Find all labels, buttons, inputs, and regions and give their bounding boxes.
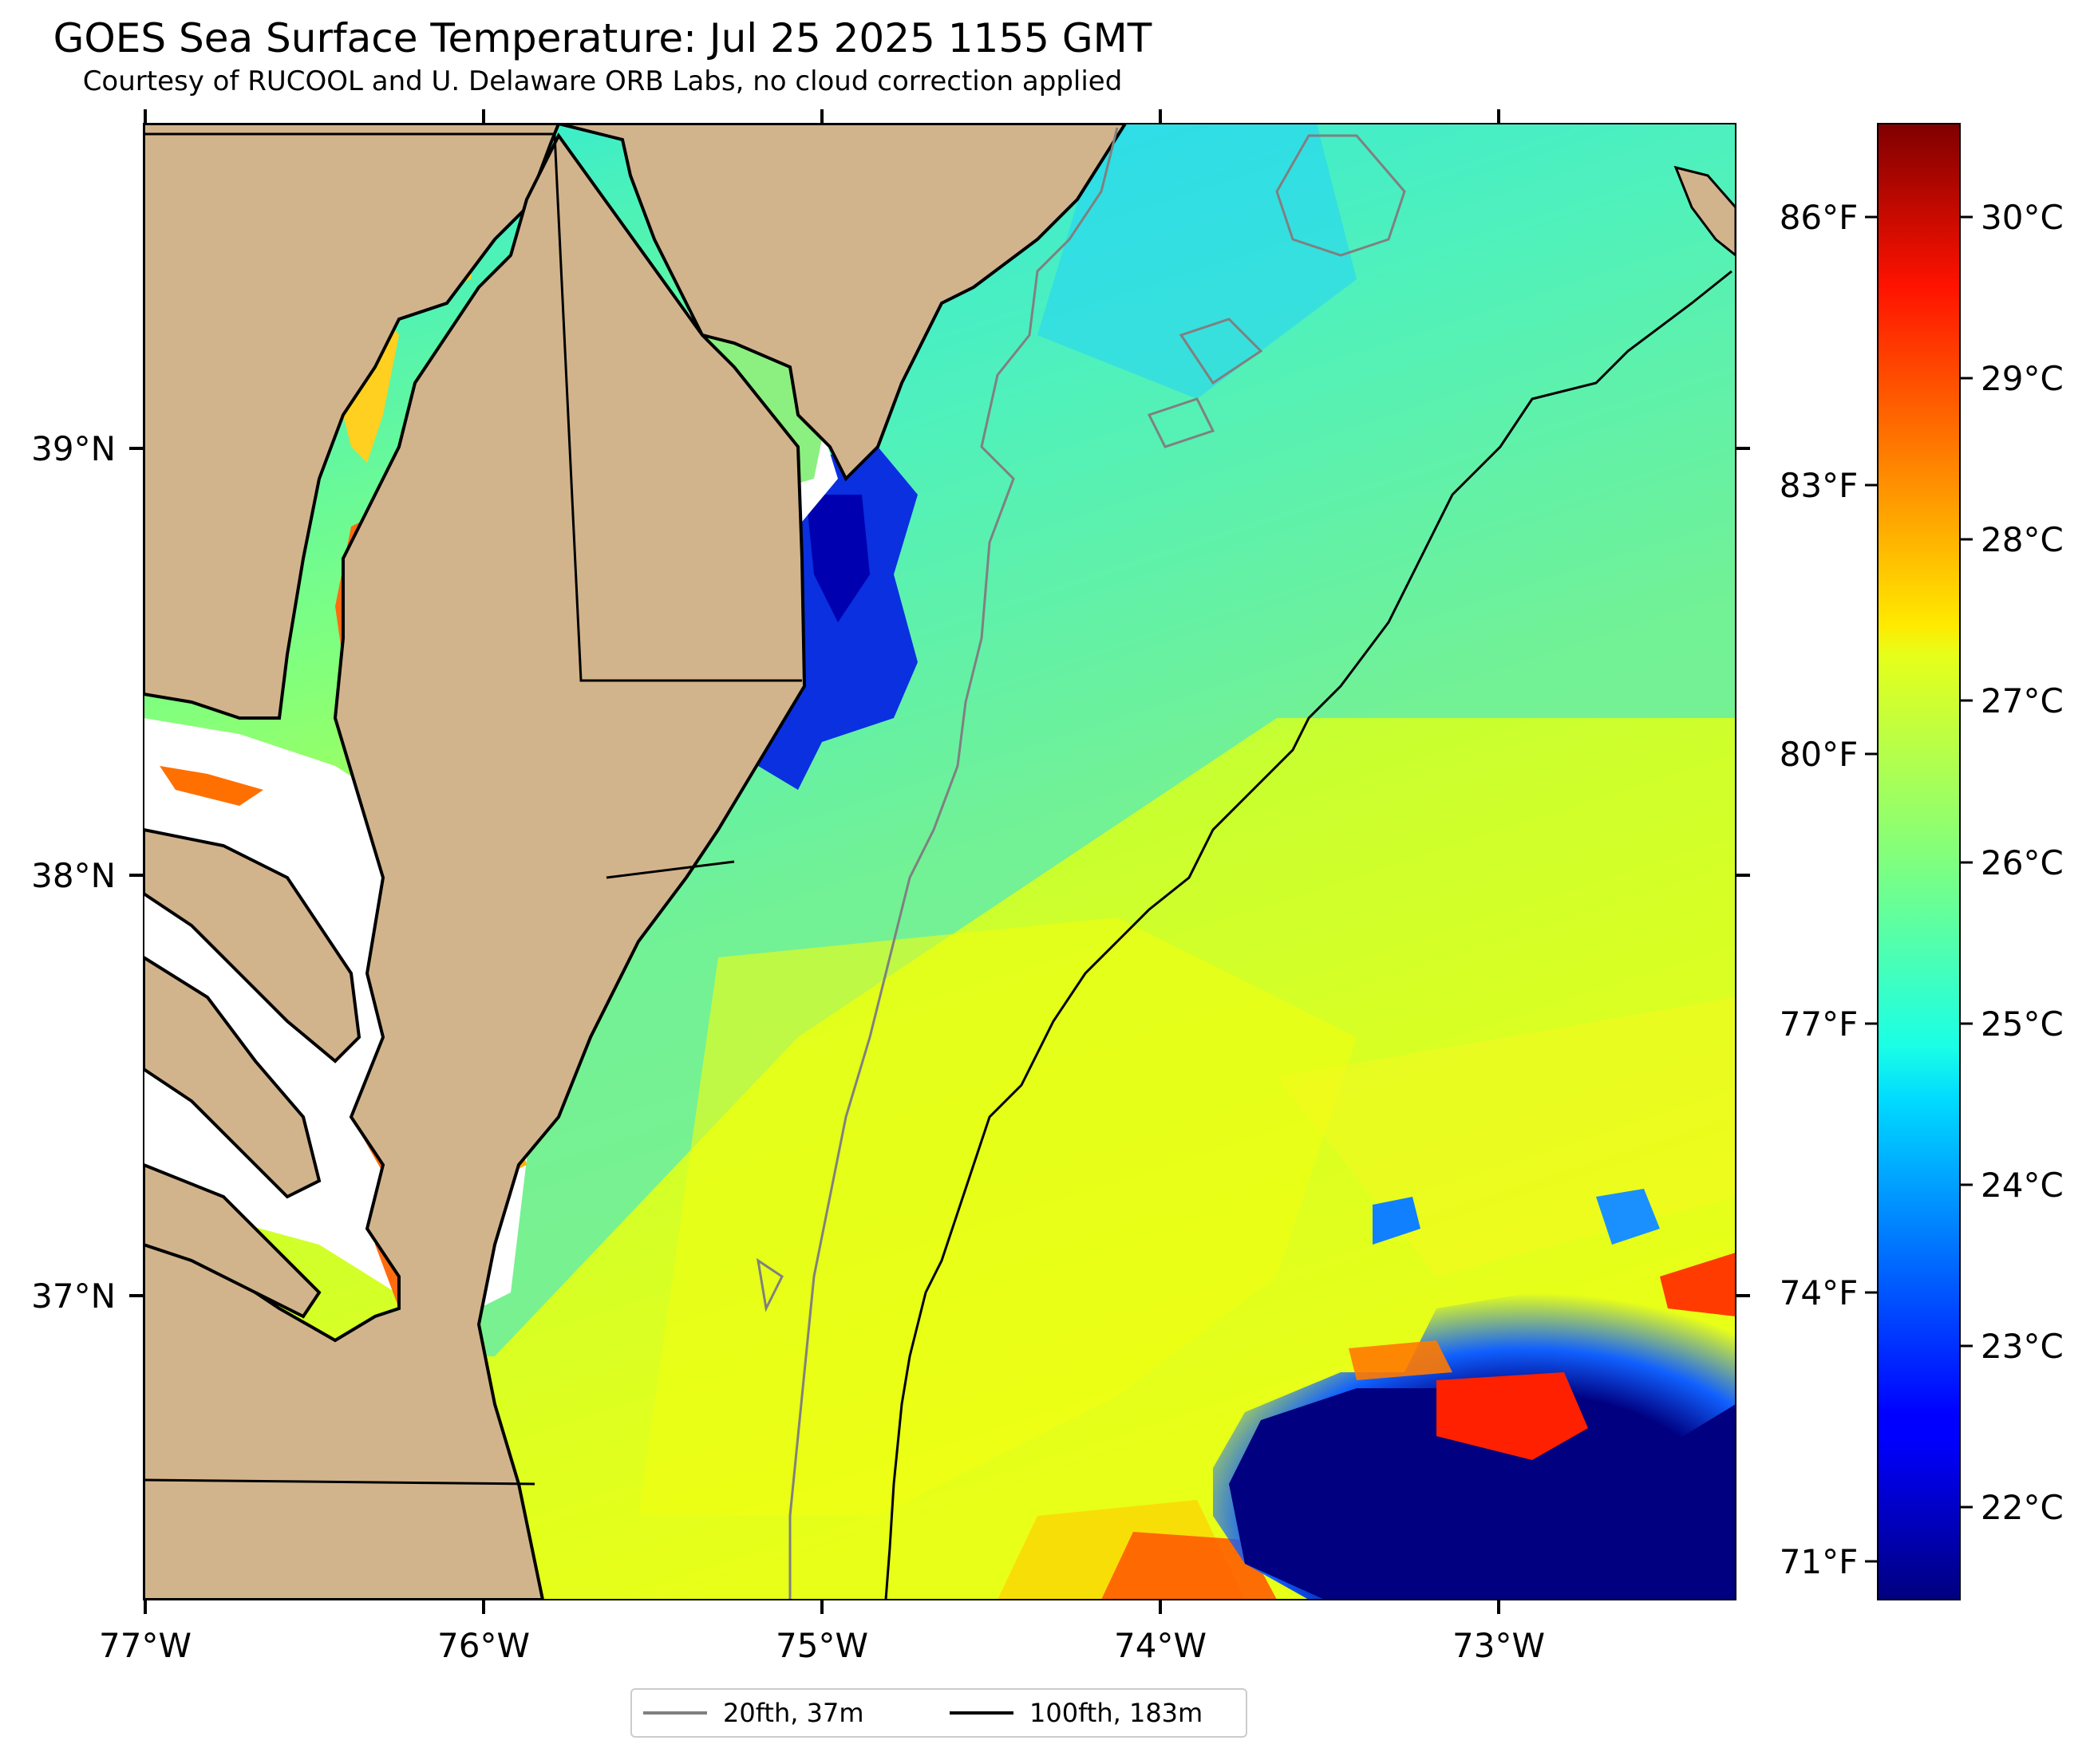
celsius-tick-label: 26°C	[1981, 843, 2064, 882]
celsius-tick-label: 29°C	[1981, 359, 2064, 398]
legend-item-100fth: 100fth, 183m	[950, 1690, 1203, 1736]
lon-axis: 77°W 76°W 75°W 74°W 73°W	[99, 109, 1545, 1665]
lat-tick-label: 39°N	[31, 429, 116, 468]
legend-label: 100fth, 183m	[1029, 1698, 1203, 1728]
state-boundary-md-de	[144, 132, 802, 682]
land-long-island	[1673, 165, 1736, 257]
legend-swatch	[643, 1711, 707, 1715]
colorbar-gradient	[1877, 123, 1961, 1600]
lat-tick-label: 37°N	[31, 1277, 116, 1316]
celsius-tick-label: 23°C	[1981, 1327, 2064, 1366]
warm-core-patch	[1436, 1372, 1588, 1460]
map-subtitle: Courtesy of RUCOOL and U. Delaware ORB L…	[82, 65, 1123, 97]
land-delmarva-virginia	[144, 132, 807, 1600]
celsius-tick-label: 22°C	[1981, 1488, 2064, 1527]
land-northern-neck	[144, 827, 362, 1064]
land-new-jersey	[558, 124, 1128, 482]
map-area	[144, 124, 1736, 1600]
map-title: GOES Sea Surface Temperature: Jul 25 202…	[53, 15, 1152, 61]
lon-tick-label: 74°W	[1114, 1626, 1207, 1665]
isobath-legend: 20fth, 37m 100fth, 183m	[630, 1688, 1247, 1738]
celsius-tick-label: 28°C	[1981, 520, 2064, 559]
celsius-tick-label: 30°C	[1981, 198, 2064, 237]
lon-tick-label: 75°W	[776, 1626, 868, 1665]
lat-axis: 39°N 38°N 37°N	[31, 429, 1750, 1316]
legend-swatch	[950, 1711, 1013, 1715]
fahrenheit-tick-label: 77°F	[1780, 1004, 1859, 1044]
fahrenheit-tick-label: 83°F	[1780, 466, 1859, 505]
isobath-20fth	[788, 127, 1119, 1600]
fahrenheit-tick-label: 86°F	[1780, 198, 1859, 237]
lon-tick-label: 73°W	[1452, 1626, 1545, 1665]
lon-tick-label: 76°W	[437, 1626, 530, 1665]
celsius-tick-label: 27°C	[1981, 681, 2064, 720]
land-york-james	[144, 1162, 322, 1319]
fahrenheit-tick-label: 80°F	[1780, 735, 1859, 774]
celsius-tick-label: 24°C	[1981, 1166, 2064, 1205]
lat-tick-label: 38°N	[31, 856, 116, 895]
colorbar: 22°C 23°C 24°C 25°C 26°C 27°C 28°C 29°C …	[1780, 123, 2064, 1600]
state-boundary-va-nc	[144, 1478, 535, 1486]
celsius-tick-label: 25°C	[1981, 1004, 2064, 1044]
isobath-100fth	[884, 270, 1732, 1600]
lon-tick-label: 77°W	[99, 1626, 192, 1665]
state-boundary-md-va	[606, 860, 735, 879]
map-frame	[143, 123, 1736, 1600]
legend-label: 20fth, 37m	[723, 1698, 864, 1728]
fahrenheit-tick-label: 74°F	[1780, 1273, 1859, 1312]
legend-item-20fth: 20fth, 37m	[643, 1690, 863, 1736]
land-middle-peninsula	[144, 955, 322, 1199]
fahrenheit-tick-label: 71°F	[1780, 1542, 1859, 1581]
